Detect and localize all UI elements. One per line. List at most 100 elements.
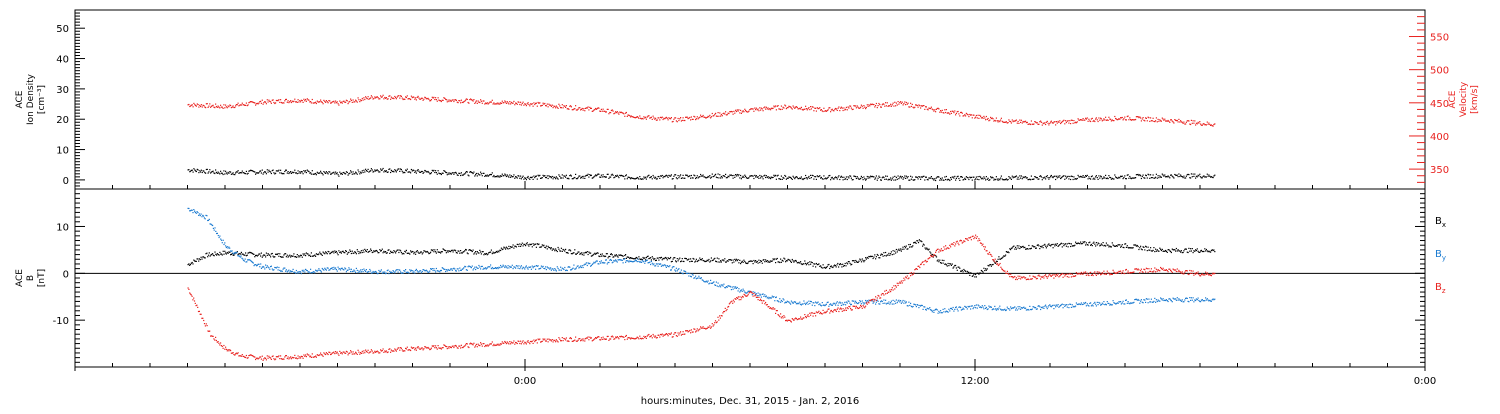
data-point	[219, 237, 220, 238]
data-point	[613, 111, 614, 112]
data-point	[513, 103, 514, 104]
data-point	[788, 178, 789, 179]
data-point	[355, 252, 356, 253]
data-point	[1164, 174, 1165, 175]
data-point	[791, 262, 792, 263]
data-point	[480, 268, 481, 269]
data-point	[533, 102, 534, 103]
data-point	[624, 258, 625, 259]
data-point	[790, 261, 791, 262]
data-point	[311, 174, 312, 175]
data-point	[389, 95, 390, 96]
data-point	[373, 171, 374, 172]
data-point	[1045, 178, 1046, 179]
data-point	[310, 256, 311, 257]
data-point	[380, 95, 381, 96]
data-point	[806, 177, 807, 178]
data-point	[721, 176, 722, 177]
data-point	[1039, 248, 1040, 249]
data-point	[612, 109, 613, 110]
data-point	[441, 270, 442, 271]
data-point	[876, 302, 877, 303]
data-point	[950, 263, 951, 264]
data-point	[811, 108, 812, 109]
data-point	[318, 268, 319, 269]
data-point	[337, 172, 338, 173]
data-point	[1020, 309, 1021, 310]
data-point	[1175, 251, 1176, 252]
data-point	[888, 303, 889, 304]
data-point	[1153, 118, 1154, 119]
data-point	[548, 178, 549, 179]
data-point	[298, 170, 299, 171]
data-point	[222, 242, 223, 243]
data-point	[415, 254, 416, 255]
data-point	[939, 312, 940, 313]
data-point	[850, 176, 851, 177]
data-point	[931, 176, 932, 177]
data-point	[395, 270, 396, 271]
data-point	[235, 105, 236, 106]
data-point	[998, 121, 999, 122]
data-point	[393, 98, 394, 99]
data-point	[1045, 124, 1046, 125]
data-point	[303, 270, 304, 271]
data-point	[461, 100, 462, 101]
data-point	[1044, 244, 1045, 245]
data-point	[946, 264, 947, 265]
data-point	[563, 269, 564, 270]
data-point	[445, 271, 446, 272]
data-point	[493, 103, 494, 104]
data-point	[315, 173, 316, 174]
data-point	[460, 102, 461, 103]
data-point	[748, 177, 749, 178]
data-point	[284, 268, 285, 269]
data-point	[926, 106, 927, 107]
data-point	[254, 171, 255, 172]
data-point	[209, 252, 210, 253]
data-point	[1049, 123, 1050, 124]
data-point	[346, 251, 347, 252]
data-point	[878, 176, 879, 177]
data-point	[371, 95, 372, 96]
data-point	[711, 257, 712, 258]
data-point	[1148, 117, 1149, 118]
data-point	[996, 310, 997, 311]
data-point	[533, 179, 534, 180]
data-point	[744, 109, 745, 110]
data-point	[813, 110, 814, 111]
data-point	[963, 271, 964, 272]
data-point	[465, 172, 466, 173]
data-point	[925, 247, 926, 248]
data-point	[1105, 175, 1106, 176]
data-point	[736, 175, 737, 176]
data-point	[1153, 174, 1154, 175]
data-point	[763, 293, 764, 294]
data-point	[909, 180, 910, 181]
data-point	[1051, 175, 1052, 176]
data-point	[337, 271, 338, 272]
data-point	[731, 260, 732, 261]
data-point	[223, 174, 224, 175]
data-point	[526, 105, 527, 106]
data-point	[1158, 121, 1159, 122]
data-point	[580, 266, 581, 267]
data-point	[902, 247, 903, 248]
data-point	[662, 175, 663, 176]
data-point	[267, 255, 268, 256]
data-point	[963, 309, 964, 310]
data-point	[909, 305, 910, 306]
data-point	[836, 266, 837, 267]
data-point	[493, 176, 494, 177]
data-point	[804, 303, 805, 304]
data-point	[400, 271, 401, 272]
data-point	[693, 119, 694, 120]
data-point	[672, 261, 673, 262]
data-point	[959, 268, 960, 269]
data-point	[738, 109, 739, 110]
data-point	[673, 259, 674, 260]
data-point	[561, 248, 562, 249]
data-point	[715, 285, 716, 286]
data-point	[303, 271, 304, 272]
data-point	[858, 302, 859, 303]
